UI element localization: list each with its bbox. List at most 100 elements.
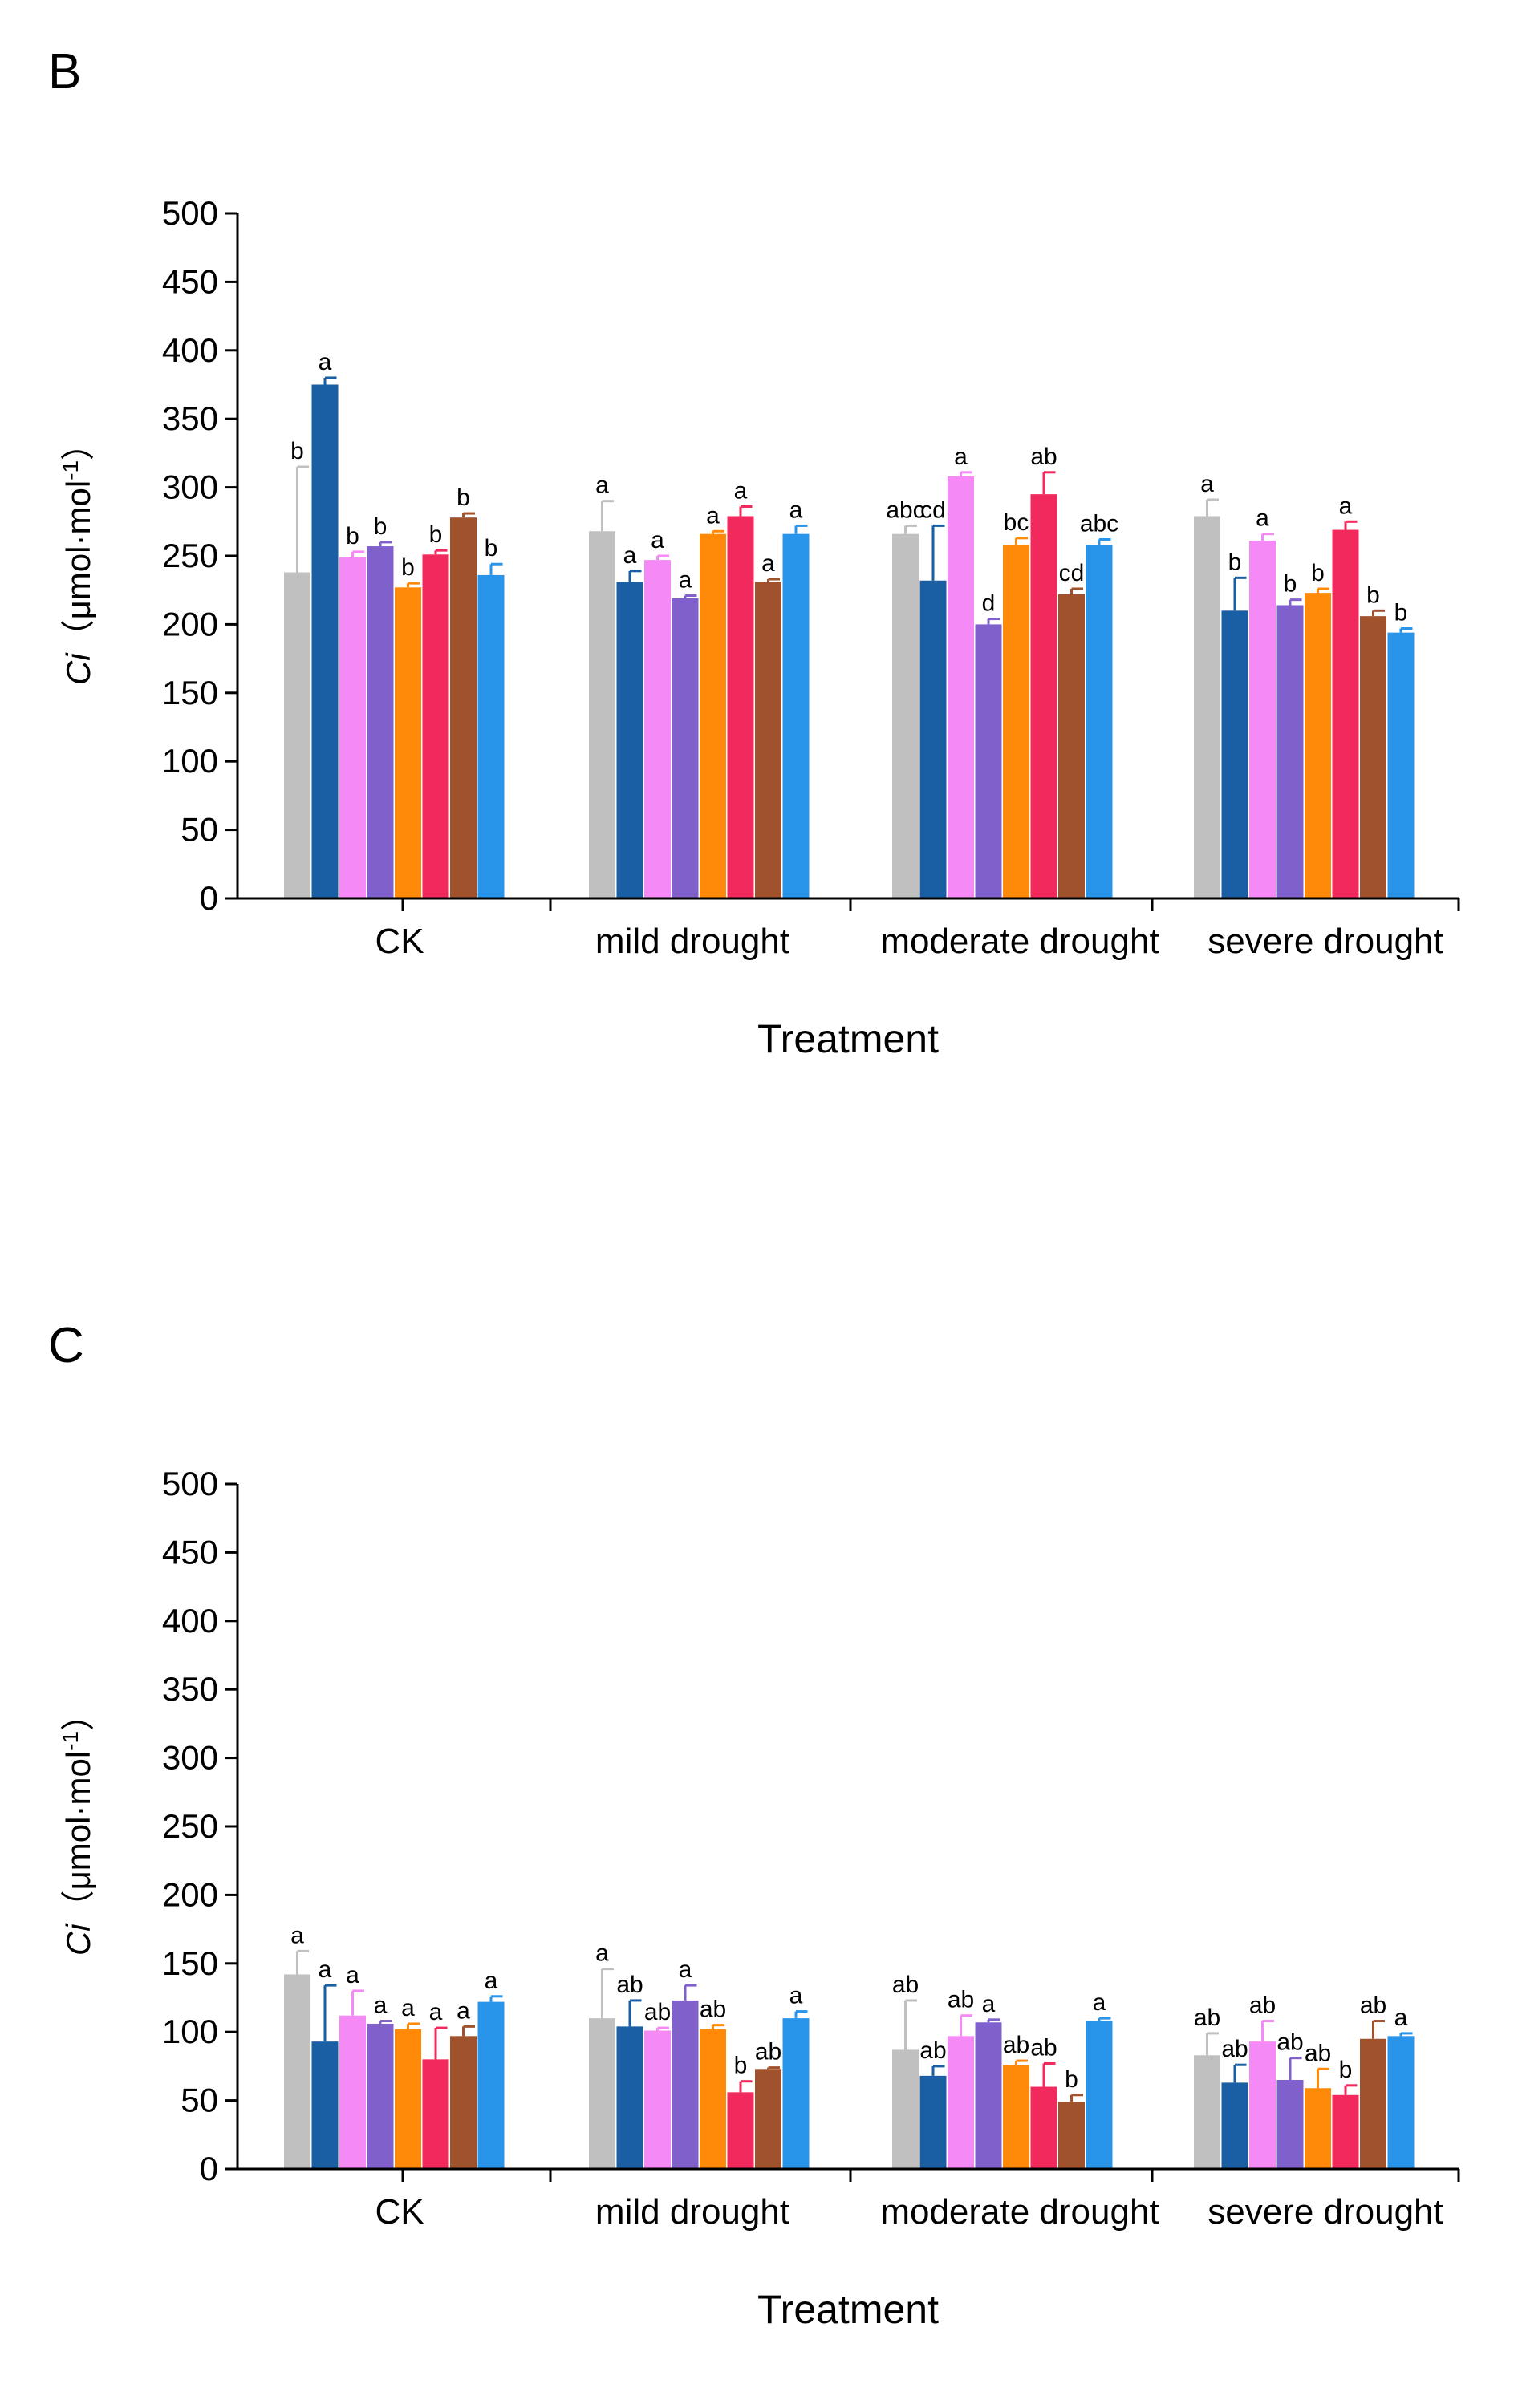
significance-letter: a [485,1968,498,1994]
bar [755,2069,781,2169]
bar [700,2029,726,2169]
bar [1249,2041,1276,2169]
significance-letter: a [457,1997,470,2024]
significance-letter: cd [920,497,946,523]
significance-letter: abc [886,497,924,523]
bar [1086,545,1113,898]
bar [589,531,615,898]
significance-letter: b [429,521,443,548]
significance-letter: b [1065,2066,1078,2093]
y-tick-label: 500 [162,194,218,232]
significance-letter: b [734,2053,748,2079]
y-axis-title-close: ） [59,1697,97,1731]
bar [919,580,947,898]
y-tick-label: 400 [162,331,218,369]
bar [948,476,974,898]
bar [644,560,671,898]
significance-letter: ab [1030,2034,1057,2061]
significance-letter: a [706,502,720,529]
significance-letter: ab [892,1972,919,1998]
y-tick-label: 150 [162,674,218,711]
y-tick-label: 300 [162,1739,218,1777]
y-tick-label: 450 [162,262,218,300]
significance-letter: bc [1004,509,1029,536]
significance-letter: b [1311,560,1325,586]
bar [644,2030,671,2169]
y-tick-label: 100 [162,2013,218,2050]
bar [1305,2088,1331,2169]
significance-letter: a [374,1992,388,2019]
bar [395,2029,421,2169]
x-category-label: severe drought [1208,922,1443,961]
bar [1387,2036,1414,2169]
y-axis-title-superscript: -1 [58,1731,83,1751]
y-tick-label: 200 [162,1875,218,1913]
bar [1086,2021,1113,2169]
bar [1003,2065,1029,2169]
significance-letter: b [346,523,359,549]
significance-letter: b [374,513,388,540]
y-tick-label: 100 [162,742,218,780]
y-tick-label: 50 [181,2082,218,2119]
y-axis-title: Ci（μmol·mol-1） [58,1697,98,1956]
significance-letter: ab [1276,2029,1303,2056]
bar [892,533,919,898]
bar [1221,2082,1248,2169]
bar [1332,529,1359,898]
significance-letter: ab [755,2039,781,2065]
significance-letter: ab [919,2037,946,2064]
bar [700,533,726,898]
x-category-label: CK [375,2192,424,2232]
significance-letter: a [429,1999,443,2025]
y-axis-title-variable: Ci [59,652,97,685]
bar [1030,2086,1057,2169]
significance-letter: b [1228,549,1242,575]
significance-letter: ab [644,1999,671,2025]
significance-letter: ab [1360,1992,1386,2019]
y-axis-title-unit: （μmol·mol [59,480,97,654]
significance-letter: ab [1305,2040,1331,2066]
panel-letter: C [48,1318,84,1373]
significance-letter: a [319,349,332,375]
significance-letter: a [595,1940,609,1967]
x-category-label: severe drought [1208,2192,1443,2232]
bar [616,2026,643,2169]
y-tick-label: 300 [162,468,218,506]
significance-letter: a [789,1983,803,2009]
significance-letter: a [1093,1989,1106,2016]
bar [367,546,394,898]
x-category-label: moderate drought [880,922,1159,961]
bar [948,2036,974,2169]
significance-letter: a [789,497,803,523]
bar [782,2018,810,2169]
bar [975,624,1002,898]
x-category-label: mild drought [595,922,789,961]
significance-letter: b [1366,582,1380,608]
significance-letter: b [290,438,304,464]
significance-letter: a [734,478,748,505]
x-axis-title: Treatment [757,1016,939,1061]
y-axis-title-unit: （μmol·mol [59,1751,97,1924]
y-axis-title: Ci（μmol·mol-1） [58,427,98,685]
significance-letter: abc [1080,511,1118,537]
significance-letter: a [679,1956,692,1983]
bar [477,2001,505,2169]
significance-letter: a [982,1991,996,2017]
y-tick-label: 0 [200,2150,218,2187]
bar [422,2059,449,2169]
significance-letter: ab [700,1997,726,2023]
bar [727,2092,754,2169]
bar [1194,516,1220,898]
bar [1360,2038,1386,2169]
bar [1332,2094,1359,2169]
significance-letter: ab [1194,2005,1220,2031]
y-axis-title-close: ） [59,427,97,460]
significance-letter: ab [948,1987,974,2013]
significance-letter: ab [1030,444,1057,470]
bar [892,2049,919,2169]
significance-letter: b [401,554,415,581]
bar [1360,616,1386,898]
y-tick-label: 350 [162,399,218,437]
